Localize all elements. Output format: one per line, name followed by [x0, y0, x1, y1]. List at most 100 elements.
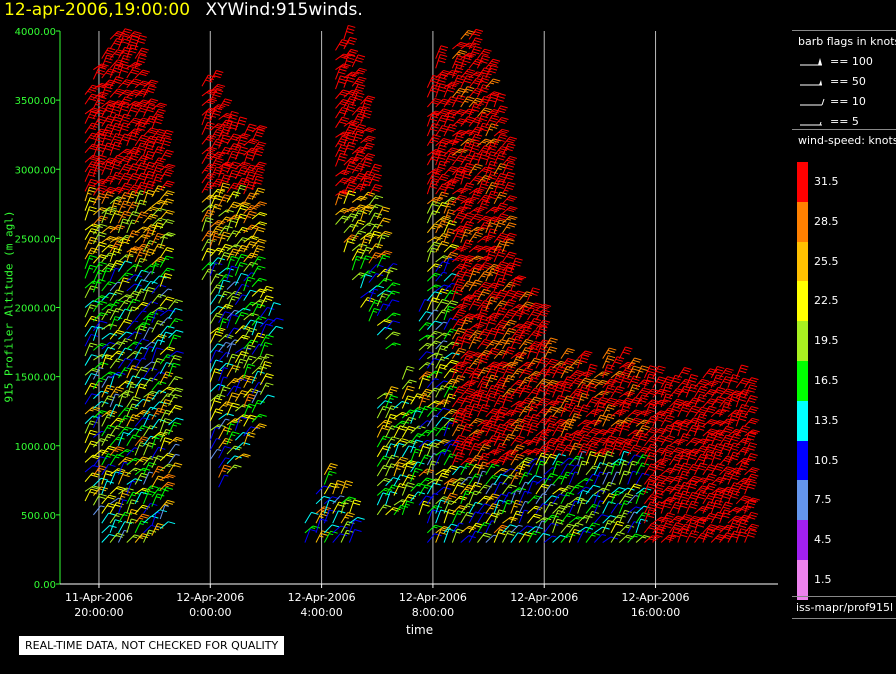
- wind-barb: [234, 374, 251, 383]
- wind-barb: [118, 294, 134, 301]
- wind-barb: [401, 425, 416, 438]
- wind-barb: [226, 464, 242, 474]
- wind-barb: [719, 455, 735, 466]
- wind-barb: [443, 478, 460, 485]
- x-tick-date: 12-Apr-2006: [176, 591, 244, 604]
- wind-barb: [418, 322, 434, 332]
- wind-barb: [143, 84, 157, 98]
- colorbar-label: 1.5: [814, 572, 832, 586]
- wind-barb: [660, 485, 676, 495]
- wind-barb: [594, 390, 610, 398]
- wind-barb: [268, 325, 284, 336]
- wind-barb: [218, 367, 228, 381]
- wind-barb: [92, 300, 108, 312]
- wind-barb: [92, 154, 107, 167]
- wind-barb: [443, 317, 458, 330]
- wind-barb: [376, 289, 393, 297]
- wind-barb: [218, 334, 234, 343]
- wind-barb: [577, 371, 593, 379]
- wind-barb: [251, 212, 268, 220]
- wind-barb: [702, 398, 718, 408]
- wind-barb: [543, 346, 558, 359]
- wind-barb: [251, 423, 267, 433]
- wind-barb: [118, 163, 133, 176]
- wind-barb: [694, 462, 708, 476]
- wind-barb: [92, 456, 108, 467]
- wind-barb: [427, 236, 443, 243]
- wind-barb: [243, 252, 259, 263]
- wind-barb: [335, 39, 350, 51]
- x-tick-time: 8:00:00: [412, 606, 454, 619]
- wind-barb: [118, 192, 132, 205]
- wind-barb: [226, 314, 239, 329]
- wind-barb: [134, 142, 148, 156]
- wind-barb: [93, 295, 109, 303]
- wind-barb: [109, 486, 125, 495]
- wind-barb: [535, 532, 551, 543]
- wind-barb: [109, 307, 124, 321]
- wind-barb: [594, 371, 610, 379]
- wind-barb: [84, 373, 99, 386]
- wind-barb: [660, 534, 677, 543]
- wind-barb: [376, 217, 391, 229]
- wind-barb: [218, 163, 231, 178]
- wind-barb: [535, 397, 551, 408]
- wind-barb: [118, 28, 133, 40]
- wind-barb: [159, 255, 174, 268]
- wind-barb: [101, 142, 115, 156]
- wind-barb: [151, 217, 167, 227]
- wind-barb: [209, 257, 225, 267]
- wind-barb: [126, 341, 142, 350]
- wind-barb: [101, 47, 116, 59]
- colorbar-segment: [797, 361, 808, 402]
- wind-barb: [117, 471, 131, 485]
- wind-barb: [218, 290, 232, 304]
- barb-legend-item: == 100: [798, 55, 896, 69]
- wind-barb: [159, 386, 176, 394]
- chart-header: 12-apr-2006,19:00:00 XYWind:915winds.: [4, 0, 363, 20]
- wind-barb: [251, 321, 264, 336]
- wind-barb: [101, 68, 117, 79]
- wind-barb: [143, 170, 156, 185]
- wind-barb: [744, 394, 758, 408]
- wind-barb: [159, 429, 174, 442]
- wind-barb: [201, 268, 216, 281]
- wind-barb: [101, 512, 116, 524]
- colorbar-label: 13.5: [814, 413, 839, 427]
- wind-barb: [109, 454, 124, 466]
- wind-barb: [159, 473, 176, 481]
- wind-barb: [93, 215, 108, 225]
- wind-barb: [209, 104, 226, 112]
- x-tick-labels: 11-Apr-2006 20:00:00 12-Apr-2006 0:00:00 12-…: [65, 591, 690, 619]
- barb-legend-label: == 10: [830, 95, 866, 108]
- wind-barb: [168, 394, 183, 406]
- wind-barb: [151, 418, 166, 430]
- wind-barb: [568, 370, 585, 379]
- wind-barb: [251, 167, 265, 181]
- wind-barb: [535, 503, 550, 514]
- wind-barb: [143, 490, 156, 505]
- wind-barb: [159, 504, 169, 520]
- wind-barb: [117, 489, 131, 504]
- wind-barb: [401, 365, 415, 380]
- wind-barb: [209, 69, 224, 83]
- wind-barb: [209, 247, 225, 257]
- wind-barb: [376, 419, 393, 429]
- wind-barb: [476, 122, 490, 137]
- wind-barb: [84, 186, 97, 202]
- wind-barb: [243, 164, 258, 176]
- wind-barb: [201, 74, 216, 87]
- wind-barb: [218, 267, 234, 275]
- wind-barb: [418, 311, 434, 322]
- wind-barb: [443, 368, 459, 379]
- wind-barb: [101, 433, 115, 446]
- wind-barb: [109, 316, 123, 330]
- wind-barb: [134, 377, 150, 388]
- wind-barb: [126, 163, 141, 176]
- wind-barb: [209, 178, 225, 189]
- wind-barb: [126, 31, 142, 40]
- wind-barb: [126, 534, 142, 543]
- wind-barb: [226, 431, 240, 445]
- wind-barb: [427, 352, 443, 360]
- wind-barb: [577, 350, 593, 360]
